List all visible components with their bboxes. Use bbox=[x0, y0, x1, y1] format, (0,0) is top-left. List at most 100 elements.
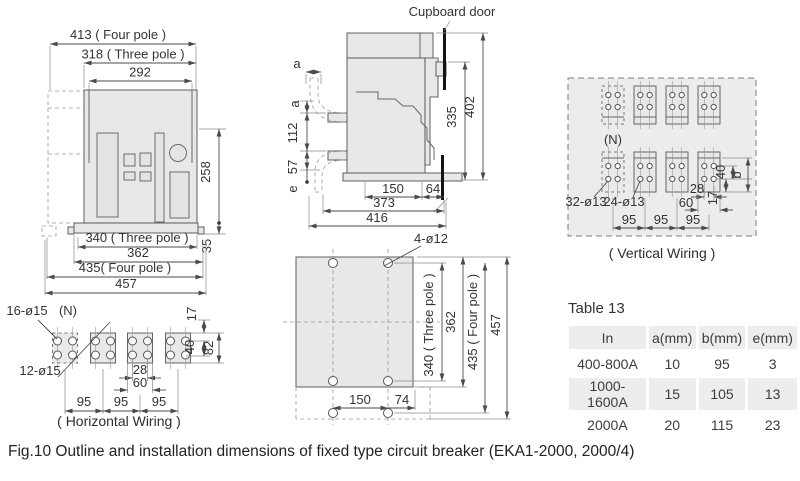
dim-side-402: 402 bbox=[462, 96, 477, 118]
dim-plate-74: 74 bbox=[395, 392, 409, 407]
dim-hw-40: 40 bbox=[182, 340, 197, 354]
terminal-block bbox=[665, 151, 689, 193]
dim-vw-95b: 95 bbox=[654, 212, 668, 227]
terminal-block bbox=[697, 151, 721, 193]
breaker-side-body bbox=[346, 57, 426, 174]
dim-side-335: 335 bbox=[444, 106, 459, 128]
front-fourth-pole-dashed bbox=[47, 90, 85, 224]
table13: In a(mm) b(mm) e(mm) 400-800A 10 95 3 10… bbox=[566, 323, 800, 439]
dim-front-292: 292 bbox=[129, 65, 151, 80]
cell-e: 3 bbox=[748, 352, 797, 375]
dim-vw-60: 60 bbox=[679, 195, 693, 210]
dim-vw-b: b bbox=[729, 171, 744, 178]
terminal-block bbox=[633, 85, 657, 125]
col-header-e: e(mm) bbox=[748, 326, 797, 349]
dim-plate-457: 457 bbox=[488, 314, 503, 336]
dim-front-340: 340 ( Three pole ) bbox=[85, 230, 188, 245]
caption-vertical-wiring: ( Vertical Wiring ) bbox=[609, 245, 716, 261]
mounting-hole bbox=[383, 376, 393, 386]
dim-vw-95a: 95 bbox=[622, 212, 636, 227]
cell-b: 105 bbox=[698, 378, 746, 410]
table13-section: Table 13 In a(mm) b(mm) e(mm) 400-800A 1… bbox=[566, 300, 800, 439]
front-operating-button bbox=[169, 144, 187, 162]
label-plate-holes: 4-ø12 bbox=[414, 231, 448, 246]
dim-hw-95c: 95 bbox=[152, 394, 166, 409]
dim-vw-95c: 95 bbox=[686, 212, 700, 227]
dim-front-457: 457 bbox=[115, 276, 137, 291]
dim-front-258: 258 bbox=[198, 161, 213, 183]
cell-b: 115 bbox=[698, 413, 746, 436]
label-hw-16holes: 16-ø15 bbox=[6, 303, 47, 318]
label-hw-12holes: 12-ø15 bbox=[19, 363, 60, 378]
cell-b: 95 bbox=[698, 352, 746, 375]
cell-in: 400-800A bbox=[569, 352, 646, 375]
dim-side-373: 373 bbox=[373, 195, 395, 210]
col-header-b: b(mm) bbox=[698, 326, 746, 349]
dim-plate-340: 340 ( Three pole ) bbox=[421, 273, 436, 376]
label-hw-neutral: (N) bbox=[59, 303, 77, 318]
dim-front-435: 435( Four pole ) bbox=[79, 260, 172, 275]
dim-vw-40: 40 bbox=[713, 165, 728, 179]
dim-side-150: 150 bbox=[382, 181, 404, 196]
cell-a: 20 bbox=[648, 413, 696, 436]
label-vw-neutral: (N) bbox=[604, 132, 622, 147]
dim-side-64: 64 bbox=[426, 181, 440, 196]
mounting-hole bbox=[383, 258, 393, 268]
dim-side-a-left: a bbox=[287, 100, 302, 108]
breaker-side-base bbox=[342, 172, 463, 182]
dim-front-318: 318 ( Three pole ) bbox=[81, 47, 184, 62]
dim-plate-362: 362 bbox=[443, 311, 458, 333]
mounting-hole bbox=[328, 258, 338, 268]
cell-a: 15 bbox=[648, 378, 696, 410]
dim-front-413: 413 ( Four pole ) bbox=[70, 27, 166, 42]
dim-hw-82: 82 bbox=[201, 341, 216, 355]
dim-front-35: 35 bbox=[199, 239, 214, 253]
mounting-hole-fourpole bbox=[328, 408, 338, 418]
dim-side-e: e bbox=[285, 185, 300, 192]
cupboard-door-bar-bottom bbox=[441, 155, 444, 200]
table-row: 1000-1600A 15 105 13 bbox=[569, 378, 797, 410]
dim-vw-28: 28 bbox=[690, 181, 704, 196]
front-view: 413 ( Four pole ) 318 ( Three pole ) 292… bbox=[41, 27, 226, 296]
mounting-hole bbox=[328, 376, 338, 386]
dim-hw-60: 60 bbox=[133, 375, 147, 390]
caption-horizontal-wiring: ( Horizontal Wiring ) bbox=[57, 413, 181, 429]
dim-hw-28: 28 bbox=[133, 362, 147, 377]
dim-side-416: 416 bbox=[366, 210, 388, 225]
dim-hw-95b: 95 bbox=[114, 394, 128, 409]
mounting-hole-fourpole bbox=[383, 408, 393, 418]
horizontal-wiring-view: 16-ø15 (N) 12-ø15 17 40 82 28 60 bbox=[6, 303, 224, 429]
dim-hw-95a: 95 bbox=[77, 394, 91, 409]
dim-plate-435: 435 ( Four pole ) bbox=[465, 274, 480, 370]
figure-caption: Fig.10 Outline and installation dimensio… bbox=[8, 443, 635, 460]
dim-side-57: 57 bbox=[285, 160, 300, 174]
dim-side-112: 112 bbox=[285, 123, 300, 144]
dim-front-362: 362 bbox=[127, 245, 149, 260]
dim-hw-17: 17 bbox=[184, 307, 199, 321]
col-header-a: a(mm) bbox=[648, 326, 696, 349]
label-vw-24holes: 24-ø13 bbox=[603, 194, 644, 209]
table13-title: Table 13 bbox=[568, 300, 625, 317]
cupboard-door-bar-top bbox=[443, 28, 446, 90]
terminal-block bbox=[697, 85, 721, 125]
terminal-block bbox=[665, 85, 689, 125]
label-vw-32holes: 32-ø13 bbox=[565, 194, 606, 209]
cell-in: 2000A bbox=[569, 413, 646, 436]
cell-e: 13 bbox=[748, 378, 797, 410]
terminal-block-neutral bbox=[601, 85, 625, 125]
side-view: Cupboard door a a 112 57 e 335 402 bbox=[285, 4, 496, 229]
table-row: 2000A 20 115 23 bbox=[569, 413, 797, 436]
cell-in: 1000-1600A bbox=[569, 378, 646, 410]
dim-plate-150: 150 bbox=[349, 392, 371, 407]
table-row: 400-800A 10 95 3 bbox=[569, 352, 797, 375]
table-header-row: In a(mm) b(mm) e(mm) bbox=[569, 326, 797, 349]
cell-e: 23 bbox=[748, 413, 797, 436]
col-header-in: In bbox=[569, 326, 646, 349]
vertical-wiring-view: (N) 32-ø13 24-ø13 28 60 95 95 95 bbox=[565, 77, 757, 261]
label-cupboard-door: Cupboard door bbox=[409, 4, 496, 19]
dim-side-a-top: a bbox=[293, 56, 301, 71]
dim-vw-17: 17 bbox=[705, 191, 720, 205]
cell-a: 10 bbox=[648, 352, 696, 375]
